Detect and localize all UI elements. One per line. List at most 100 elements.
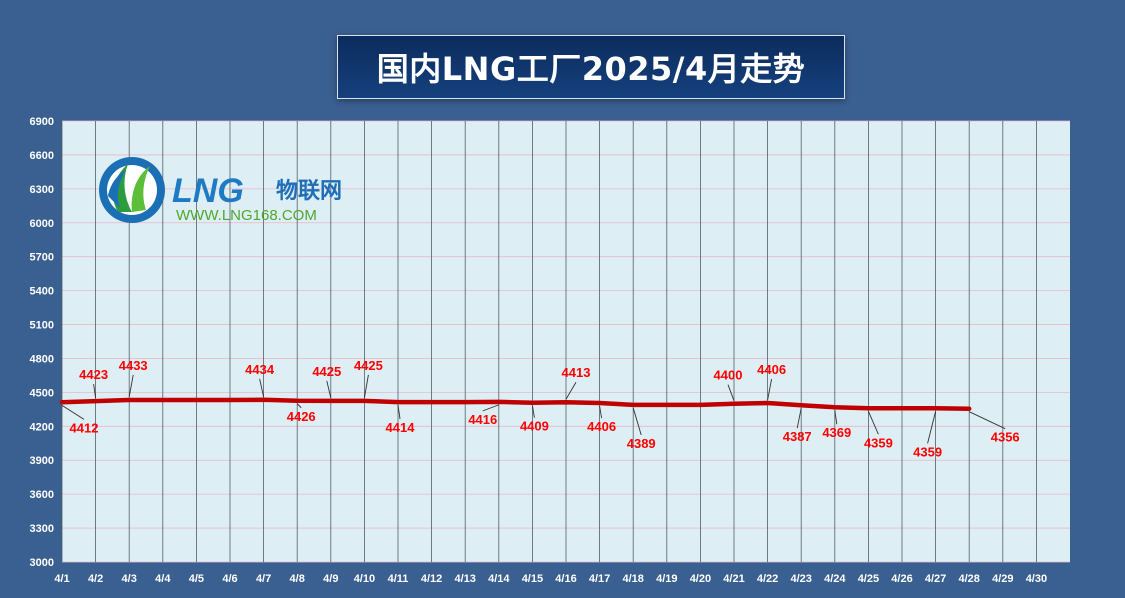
x-tick-label: 4/23	[790, 573, 811, 585]
data-labels: 4412 4423 4433 4434 4426 4425 4425 4414 4416 4409…	[61, 358, 1020, 459]
data-label: 4414	[386, 420, 416, 435]
data-label: 4400	[714, 368, 743, 383]
series-group	[59, 397, 972, 411]
x-tick-label: 4/11	[388, 573, 409, 585]
y-tick-label: 6000	[30, 218, 54, 230]
data-point	[362, 399, 366, 403]
x-axis-ticks: 4/1 4/2 4/3 4/4 4/5 4/6 4/7 4/8 4/9 4/10 4/11 4/12 4…	[54, 573, 1047, 585]
data-label: 4356	[991, 430, 1020, 445]
data-point	[631, 403, 635, 407]
data-label-leader	[296, 403, 302, 409]
data-label-leader	[482, 404, 499, 412]
y-tick-label: 3600	[30, 489, 54, 501]
data-label: 4426	[287, 409, 316, 424]
x-tick-label: 4/7	[256, 573, 271, 585]
x-tick-label: 4/14	[488, 573, 510, 585]
data-label: 4359	[864, 435, 893, 450]
data-label: 4389	[627, 436, 656, 451]
data-label: 4425	[354, 358, 383, 373]
data-label: 4369	[822, 425, 851, 440]
data-label: 4434	[245, 362, 275, 377]
data-label-leader	[531, 405, 535, 418]
chart-title-box: 国内LNG工厂2025/4月走势	[337, 35, 845, 99]
x-tick-label: 4/20	[690, 573, 711, 585]
x-tick-label: 4/10	[354, 573, 375, 585]
x-tick-label: 4/5	[189, 573, 204, 585]
x-tick-label: 4/13	[454, 573, 475, 585]
x-tick-label: 4/25	[858, 573, 879, 585]
data-label-leader	[969, 411, 1006, 430]
data-point	[194, 398, 198, 402]
data-label-leader	[767, 378, 773, 401]
x-tick-label: 4/28	[958, 573, 979, 585]
logo-brand-cn-text: 物联网	[276, 178, 342, 203]
logo-url-text: WWW.LNG168.COM	[176, 207, 317, 224]
x-tick-label: 4/17	[589, 573, 610, 585]
x-tick-label: 4/16	[555, 573, 576, 585]
x-tick-label: 4/26	[891, 573, 912, 585]
data-label: 4359	[913, 444, 942, 459]
x-tick-label: 4/1	[54, 573, 69, 585]
x-tick-label: 4/18	[622, 573, 643, 585]
data-point	[60, 400, 64, 404]
data-label-leader	[93, 384, 97, 399]
vertical-gridlines	[61, 121, 1037, 562]
data-point	[396, 400, 400, 404]
data-label: 4416	[468, 412, 497, 427]
data-label-leader	[927, 411, 937, 444]
data-point	[530, 401, 534, 405]
y-axis-ticks: 3000 3300 3600 3900 4200 4500 4800 5100 5400 5700…	[30, 116, 54, 569]
data-label-leader	[632, 407, 642, 436]
data-point	[430, 400, 434, 404]
data-label-leader	[128, 374, 134, 398]
data-label-leader	[796, 408, 802, 429]
x-tick-label: 4/3	[122, 573, 137, 585]
data-label-leader	[61, 404, 85, 420]
data-point	[598, 401, 602, 405]
x-tick-label: 4/9	[323, 573, 338, 585]
data-label-leader	[397, 405, 401, 420]
x-tick-label: 4/29	[992, 573, 1013, 585]
data-label: 4423	[79, 367, 108, 382]
data-label-leader	[363, 374, 369, 398]
data-label: 4412	[70, 420, 99, 435]
y-tick-label: 5700	[30, 252, 54, 264]
y-tick-label: 4500	[30, 387, 54, 399]
x-tick-label: 4/15	[522, 573, 543, 585]
data-label: 4413	[562, 365, 591, 380]
data-point	[463, 400, 467, 404]
data-point	[127, 398, 131, 402]
x-tick-label: 4/4	[155, 573, 171, 585]
x-tick-label: 4/22	[757, 573, 778, 585]
logo-emblem-icon	[99, 157, 165, 223]
data-label: 4406	[757, 362, 786, 377]
chart-title: 国内LNG工厂2025/4月走势	[376, 50, 806, 88]
y-tick-label: 4800	[30, 353, 54, 365]
data-label: 4433	[119, 358, 148, 373]
data-point	[900, 406, 904, 410]
y-tick-label: 6900	[30, 116, 54, 128]
x-tick-label: 4/19	[656, 573, 677, 585]
series-line	[59, 397, 972, 411]
data-label-leader	[326, 380, 332, 398]
y-tick-label: 5100	[30, 320, 54, 332]
x-tick-label: 4/2	[88, 573, 103, 585]
data-point	[228, 398, 232, 402]
data-point	[967, 407, 971, 411]
y-tick-label: 4200	[30, 421, 54, 433]
data-point	[833, 405, 837, 409]
data-point	[262, 398, 266, 402]
x-tick-label: 4/21	[723, 573, 744, 585]
data-point	[497, 400, 501, 404]
data-point	[161, 398, 165, 402]
data-label: 4425	[312, 364, 341, 379]
data-label: 4387	[783, 429, 812, 444]
data-label-leader	[834, 410, 838, 425]
logo-brand-text: LNG	[172, 172, 244, 210]
x-tick-label: 4/12	[421, 573, 442, 585]
data-point	[564, 400, 568, 404]
lng-logo: LNG 物联网 WWW.LNG168.COM	[99, 157, 342, 224]
data-point	[732, 402, 736, 406]
data-label: 4406	[587, 419, 616, 434]
x-tick-label: 4/27	[925, 573, 946, 585]
